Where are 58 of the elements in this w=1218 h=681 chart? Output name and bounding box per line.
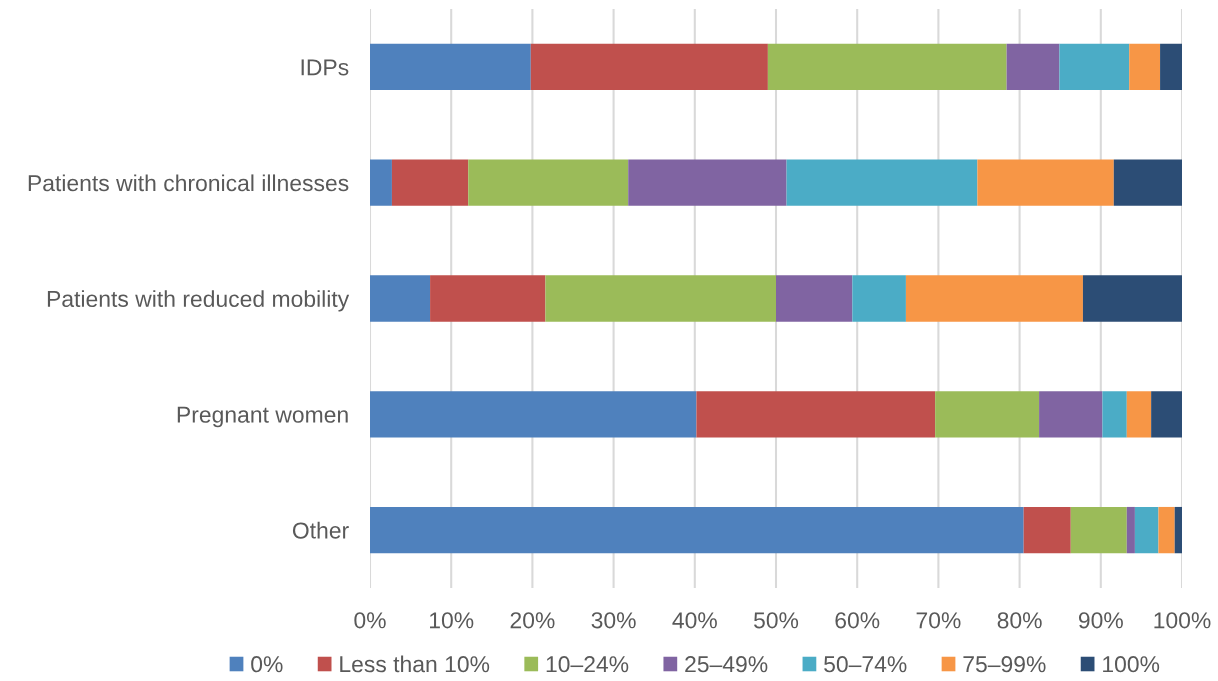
legend-label: 10–24% <box>546 656 629 673</box>
bar <box>776 275 853 322</box>
bar <box>786 159 978 206</box>
legend-label: 0% <box>251 656 283 673</box>
y-tick-label: Patients with reduced mobility <box>47 290 350 312</box>
bar <box>1023 506 1071 554</box>
bar <box>430 275 546 322</box>
bar <box>1158 506 1175 554</box>
bar <box>1134 506 1159 554</box>
bar <box>1174 506 1182 554</box>
bar <box>370 275 431 322</box>
bar <box>1126 391 1152 438</box>
bar <box>1082 275 1182 322</box>
bar <box>391 159 469 206</box>
bar <box>370 506 1024 554</box>
y-tick-label: IDPs <box>301 59 349 76</box>
bar <box>468 159 629 206</box>
bar <box>1039 391 1103 438</box>
bar <box>370 391 697 438</box>
x-tick-label: 100% <box>1154 612 1211 629</box>
bar <box>935 391 1040 438</box>
legend-label: 50–74% <box>824 656 907 673</box>
bar <box>1129 43 1161 91</box>
bar <box>545 275 776 322</box>
bar <box>370 159 392 206</box>
x-tick-label: 40% <box>672 612 717 629</box>
bar <box>1070 506 1127 554</box>
x-tick-label: 90% <box>1078 612 1123 629</box>
bar <box>696 391 936 438</box>
legend-label: 100% <box>1103 656 1160 673</box>
bar <box>1160 43 1182 91</box>
legend-label: 75–99% <box>963 656 1046 673</box>
bar <box>1006 43 1060 91</box>
bar <box>370 43 531 91</box>
y-tick-label: Other <box>292 521 349 539</box>
x-tick-label: 10% <box>430 612 474 629</box>
y-tick-label: Patients with chronical illnesses <box>28 174 349 192</box>
bar <box>1151 391 1182 438</box>
bar <box>1126 506 1135 554</box>
x-tick-label: 70% <box>916 612 961 629</box>
bar <box>767 43 1007 91</box>
bar <box>628 159 787 206</box>
bar <box>977 159 1114 206</box>
x-tick-label: 80% <box>997 612 1042 629</box>
bar <box>852 275 906 322</box>
legend-label: 25–49% <box>685 656 768 673</box>
x-tick-label: 50% <box>753 612 799 629</box>
x-tick-label: 0% <box>354 612 386 629</box>
x-tick-label: 20% <box>510 612 555 629</box>
bar <box>1113 159 1182 206</box>
bar <box>1059 43 1130 91</box>
x-tick-label: 30% <box>591 612 636 629</box>
bar <box>1102 391 1127 438</box>
y-tick-label: Pregnant women <box>177 406 348 428</box>
bar <box>905 275 1083 322</box>
legend-label: Less than 10% <box>340 655 490 673</box>
x-tick-label: 60% <box>835 612 880 629</box>
bar <box>530 43 768 91</box>
